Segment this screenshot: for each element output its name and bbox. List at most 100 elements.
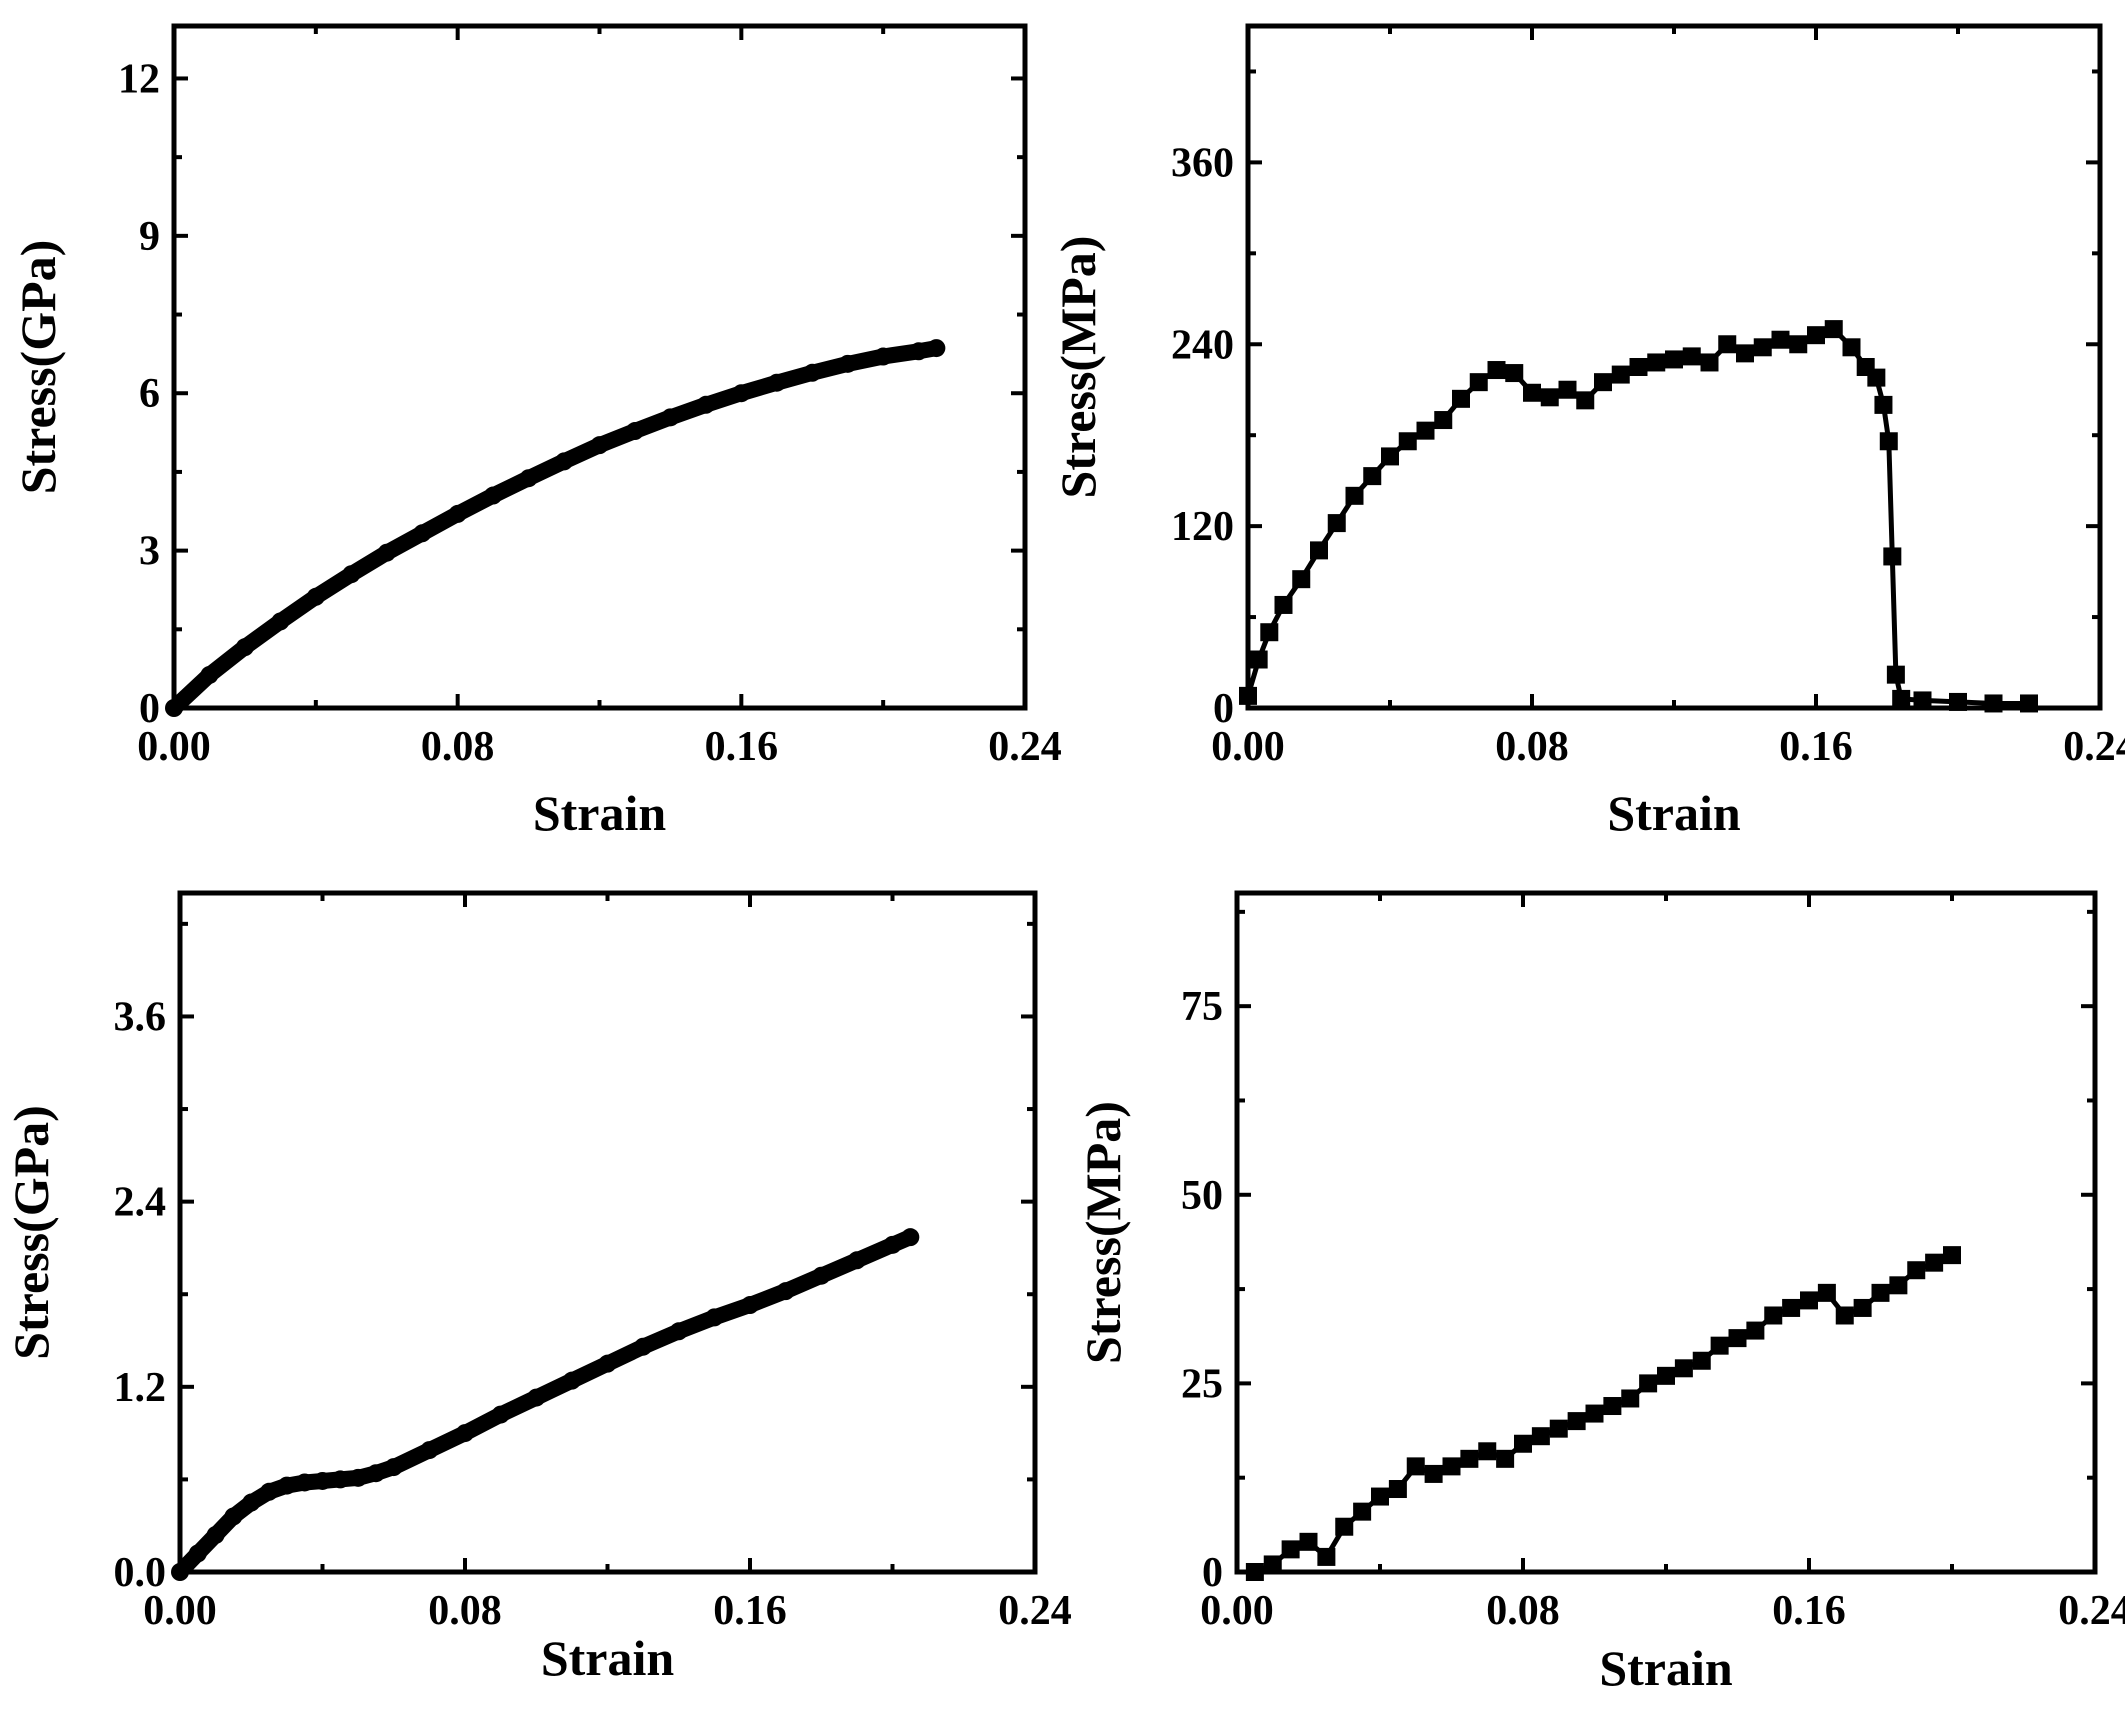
data-point bbox=[235, 638, 254, 657]
series-line bbox=[166, 340, 945, 716]
data-point bbox=[1892, 689, 1911, 708]
data-point bbox=[1710, 1336, 1729, 1355]
y-tick-label: 360 bbox=[1171, 140, 1234, 186]
data-point bbox=[2020, 694, 2038, 713]
data-point bbox=[1639, 1374, 1658, 1393]
data-point bbox=[1442, 1457, 1461, 1476]
data-point bbox=[1514, 1434, 1532, 1453]
data-point bbox=[484, 486, 503, 505]
data-point bbox=[732, 384, 751, 403]
x-tick-label: 0.08 bbox=[1486, 1588, 1560, 1634]
y-tick-label: 0 bbox=[139, 686, 160, 732]
data-point bbox=[366, 1464, 385, 1483]
data-point bbox=[1406, 1457, 1425, 1476]
data-point bbox=[1913, 691, 1932, 710]
y-axis-label: Stress(MPa) bbox=[1050, 236, 1106, 499]
data-point bbox=[1835, 1306, 1854, 1325]
x-tick-label: 0.24 bbox=[2063, 724, 2125, 770]
data-point bbox=[491, 1405, 510, 1424]
data-point bbox=[1647, 353, 1666, 372]
data-point bbox=[803, 363, 822, 382]
data-point bbox=[1746, 1321, 1765, 1340]
x-tick-label: 0.24 bbox=[2058, 1588, 2125, 1634]
data-point bbox=[1416, 421, 1435, 440]
data-point bbox=[1728, 1329, 1747, 1348]
data-point bbox=[598, 1354, 617, 1373]
data-point bbox=[909, 342, 928, 361]
data-point bbox=[1603, 1397, 1622, 1416]
data-point bbox=[1371, 1487, 1389, 1506]
data-point bbox=[1469, 373, 1488, 392]
data-point bbox=[188, 1544, 207, 1563]
data-point bbox=[1424, 1464, 1443, 1483]
data-point bbox=[277, 1476, 296, 1495]
data-point bbox=[1245, 1563, 1264, 1581]
data-point bbox=[1345, 486, 1364, 505]
data-point bbox=[1824, 320, 1843, 339]
y-tick-label: 1.2 bbox=[114, 1365, 167, 1411]
series-line bbox=[1245, 326, 2032, 706]
data-point bbox=[1531, 1427, 1550, 1446]
x-tick-label: 0.16 bbox=[1772, 1588, 1846, 1634]
x-tick-label: 0.16 bbox=[705, 724, 779, 770]
data-point bbox=[927, 339, 946, 358]
data-point bbox=[519, 469, 538, 488]
x-axis-label: Strain bbox=[533, 785, 667, 841]
x-tick-label: 0.00 bbox=[1200, 1588, 1274, 1634]
panel-1: 0.00 0.08 0.16 0.24 0 3 6 9 12 Strain Stress(GPa) bbox=[10, 23, 1062, 841]
y-tick-label: 25 bbox=[1181, 1361, 1223, 1407]
data-point bbox=[1629, 358, 1648, 376]
data-point bbox=[171, 1563, 189, 1581]
series-line bbox=[172, 1229, 919, 1580]
data-point bbox=[1764, 1306, 1783, 1325]
data-point bbox=[1879, 432, 1898, 451]
data-point bbox=[1907, 1261, 1926, 1280]
data-point bbox=[456, 1424, 474, 1443]
data-point bbox=[1853, 1298, 1872, 1317]
y-axis-label: Stress(GPa) bbox=[3, 1105, 59, 1360]
data-point bbox=[342, 565, 361, 584]
data-point bbox=[1487, 361, 1506, 380]
y-tick-label: 75 bbox=[1181, 984, 1223, 1030]
data-point bbox=[1263, 1555, 1282, 1574]
y-tick-label: 0.0 bbox=[114, 1550, 167, 1596]
data-point bbox=[1883, 547, 1902, 566]
data-point bbox=[1782, 1298, 1801, 1317]
data-point bbox=[1523, 383, 1541, 402]
x-axis-label: Strain bbox=[541, 1630, 675, 1686]
panel-2: 0.00 0.08 0.16 0.24 0 120 240 360 Strain Stress(M… bbox=[1050, 23, 2125, 841]
data-point bbox=[883, 1235, 902, 1254]
data-point bbox=[527, 1388, 546, 1407]
data-point bbox=[1867, 368, 1886, 387]
data-point bbox=[1674, 1359, 1693, 1378]
data-point bbox=[1611, 365, 1630, 384]
data-point bbox=[1353, 1502, 1372, 1521]
data-point bbox=[696, 395, 715, 414]
data-point bbox=[1239, 686, 1257, 705]
data-point bbox=[590, 436, 609, 455]
data-point bbox=[1505, 364, 1524, 383]
data-point bbox=[661, 408, 680, 427]
data-point bbox=[1260, 623, 1279, 642]
x-tick-label: 0.00 bbox=[1211, 724, 1285, 770]
data-point bbox=[1771, 330, 1790, 349]
data-point bbox=[1381, 447, 1399, 466]
y-tick-label: 2.4 bbox=[114, 1180, 167, 1226]
y-tick-label: 0 bbox=[1202, 1550, 1223, 1596]
data-point bbox=[1398, 432, 1417, 451]
data-point bbox=[1692, 1351, 1711, 1370]
data-point bbox=[377, 543, 396, 562]
y-axis-label: Stress(MPa) bbox=[1075, 1101, 1131, 1364]
data-point bbox=[555, 452, 574, 471]
data-point bbox=[1585, 1404, 1604, 1423]
data-point bbox=[448, 504, 467, 523]
data-point bbox=[224, 1507, 243, 1526]
x-tick-label: 0.08 bbox=[421, 724, 495, 770]
data-point bbox=[349, 1468, 368, 1487]
data-point bbox=[242, 1493, 261, 1512]
x-tick-label: 0.24 bbox=[998, 1588, 1072, 1634]
data-point bbox=[1292, 570, 1311, 589]
data-point bbox=[741, 1296, 759, 1315]
panel-4: 0.00 0.08 0.16 0.24 0 25 50 75 Strain Stress(MPa) bbox=[1075, 890, 2125, 1696]
y-tick-label: 9 bbox=[139, 214, 160, 260]
